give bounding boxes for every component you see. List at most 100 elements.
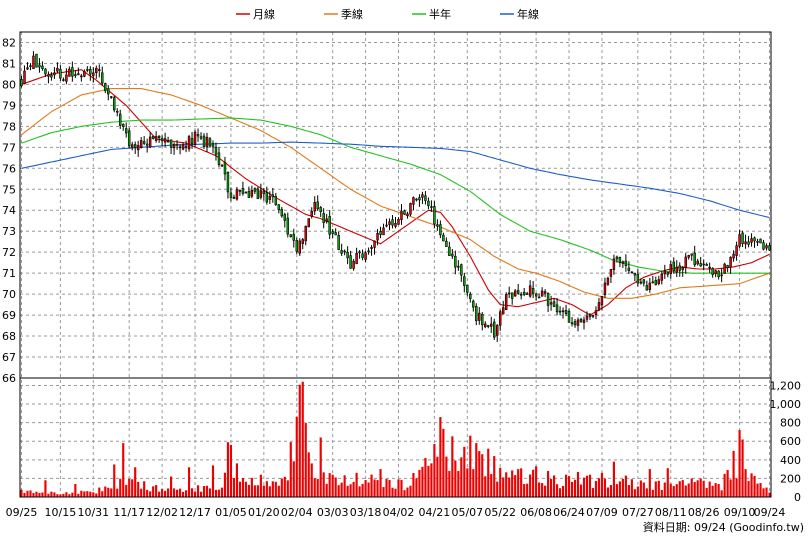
volume-bar: [50, 491, 53, 497]
volume-bar: [38, 492, 41, 497]
candle-body: [738, 234, 741, 247]
candle-body: [735, 245, 738, 256]
volume-bar: [41, 492, 44, 497]
volume-bar: [765, 487, 768, 497]
date-tick-label: 09/24: [754, 506, 786, 519]
candle-body: [642, 279, 646, 284]
volume-bar: [23, 492, 26, 497]
candle-body: [618, 257, 622, 264]
volume-bar: [603, 478, 607, 497]
volume-bar: [47, 493, 50, 497]
volume-bar: [104, 486, 107, 497]
legend-label: 季線: [341, 7, 363, 21]
candle-body: [582, 319, 586, 323]
volume-bar: [316, 479, 319, 497]
volume-bar: [741, 439, 744, 497]
volume-bar: [529, 474, 532, 497]
volume-bars: [20, 381, 771, 497]
volume-bar: [505, 472, 508, 497]
candle-body: [301, 239, 304, 244]
volume-bar: [110, 488, 113, 497]
candle-body: [127, 130, 131, 147]
volume-bar: [415, 478, 418, 497]
candle-body: [705, 264, 708, 266]
volume-bar: [238, 481, 241, 497]
volume-bar: [131, 479, 134, 497]
price-tick-label: 74: [2, 204, 16, 217]
candle-body: [145, 143, 149, 146]
volume-bar: [232, 477, 236, 497]
candle-body: [98, 69, 101, 71]
volume-tick-label: 1,200: [770, 379, 802, 392]
volume-tick-label: 800: [780, 417, 801, 430]
volume-bar: [370, 474, 373, 497]
candle-body: [513, 290, 517, 297]
volume-bar: [627, 485, 630, 497]
volume-bar: [158, 491, 161, 497]
candle-body: [463, 276, 466, 286]
candle-body: [427, 200, 430, 207]
volume-bar: [56, 494, 59, 497]
candle-body: [687, 255, 690, 258]
candle-body: [762, 242, 765, 250]
candle-body: [379, 231, 382, 235]
candle-body: [211, 143, 215, 147]
volume-bar: [35, 491, 38, 497]
candle-body: [340, 250, 343, 254]
volume-bar: [295, 416, 298, 497]
candle-body: [612, 258, 616, 270]
candle-body: [355, 253, 358, 265]
volume-bar: [137, 481, 140, 497]
candle-body: [388, 221, 391, 225]
volume-bar: [107, 487, 110, 497]
candle-body: [154, 136, 158, 141]
volume-bar: [445, 456, 448, 497]
volume-bar: [89, 491, 92, 497]
volume-bar: [152, 486, 155, 497]
volume-tick-label: 0: [794, 491, 801, 504]
candle-body: [732, 253, 735, 259]
volume-bar: [128, 478, 131, 497]
volume-bar: [220, 487, 224, 497]
candle-body: [720, 274, 723, 277]
candle-body: [504, 294, 508, 310]
price-tick-label: 75: [2, 183, 16, 196]
volume-bar: [427, 465, 430, 497]
volume-bar: [684, 485, 687, 497]
candle-body: [624, 260, 628, 266]
volume-bar: [555, 484, 559, 497]
candle-body: [403, 210, 406, 215]
volume-bar: [672, 486, 675, 497]
volume-bar: [397, 479, 400, 497]
volume-bar: [768, 492, 771, 497]
volume-bar: [430, 463, 433, 497]
candle-body: [116, 110, 119, 113]
candle-body: [38, 64, 41, 68]
candle-body: [259, 190, 263, 198]
volume-bar: [591, 488, 595, 497]
candle-body: [352, 260, 355, 269]
volume-bar: [454, 460, 457, 497]
candle-body: [454, 255, 457, 268]
volume-bar: [558, 488, 562, 497]
volume-bar: [394, 488, 397, 497]
volume-bar: [469, 435, 472, 497]
volume-bar: [550, 478, 553, 497]
date-tick-label: 02/04: [281, 506, 313, 519]
volume-bar: [720, 490, 723, 497]
candle-body: [268, 195, 272, 200]
volume-bar: [472, 469, 475, 497]
volume-bar: [125, 484, 128, 497]
candle-body: [747, 241, 750, 245]
volume-bar: [164, 490, 167, 497]
candle-body: [409, 203, 412, 215]
date-tick-label: 06/08: [520, 506, 552, 519]
candle-body: [418, 197, 421, 201]
candle-body: [47, 74, 50, 77]
price-tick-label: 73: [2, 225, 16, 238]
volume-bar: [95, 493, 98, 497]
volume-bar: [256, 485, 259, 497]
candle-body: [181, 144, 185, 150]
volume-bar: [621, 478, 624, 497]
candle-body: [283, 214, 287, 221]
